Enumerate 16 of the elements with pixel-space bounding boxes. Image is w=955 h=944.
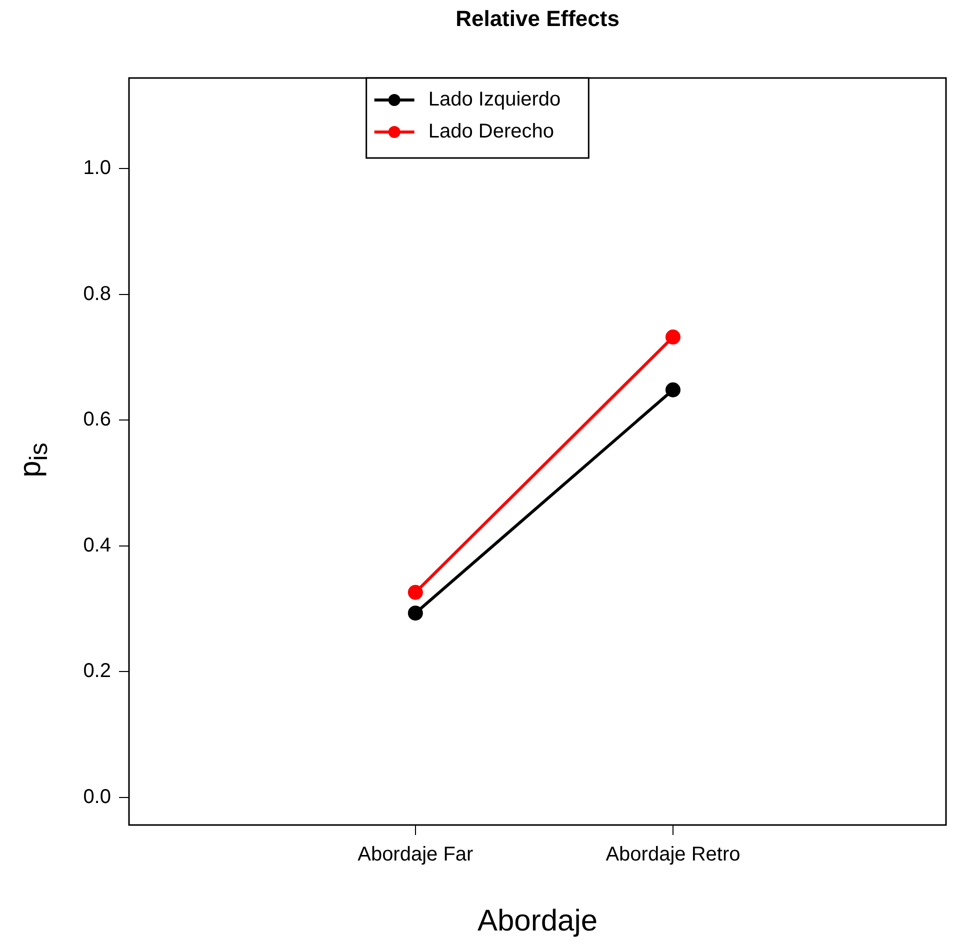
x-axis-title: Abordaje [477, 904, 598, 938]
point [408, 606, 423, 621]
x-tick-label: Abordaje Retro [606, 844, 740, 866]
point [665, 330, 680, 345]
y-tick-label: 1.0 [83, 157, 111, 180]
x-tick-label: Abordaje Far [358, 844, 474, 866]
y-tick-label: 0.6 [83, 408, 111, 431]
y-tick-label: 0.0 [83, 786, 111, 808]
chart-title: Relative Effects [456, 6, 620, 32]
legend-label: Lado Derecho [428, 120, 554, 143]
point [408, 584, 423, 600]
y-tick-label: 0.4 [83, 534, 111, 556]
point [665, 382, 680, 398]
legend-label: Lado Izquierdo [428, 88, 561, 111]
y-tick-label: 0.8 [83, 282, 111, 305]
y-tick-label: 0.2 [83, 660, 111, 682]
